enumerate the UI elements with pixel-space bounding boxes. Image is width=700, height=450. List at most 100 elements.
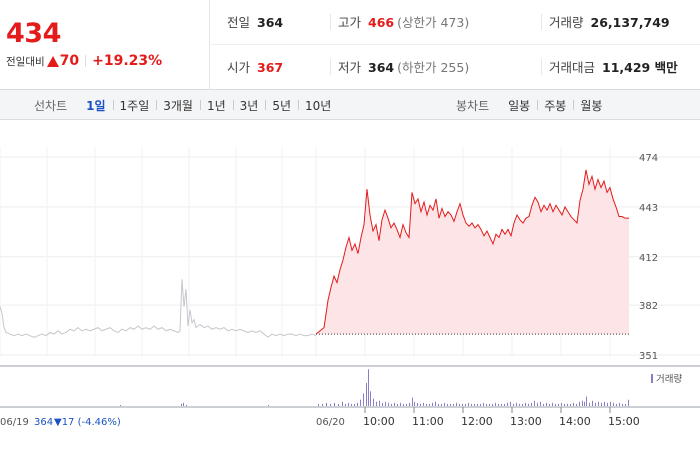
volume-bar: [619, 402, 620, 406]
today-date: 06/20: [316, 417, 345, 428]
amount-label: 거래대금: [549, 60, 596, 75]
divider: [541, 59, 542, 75]
volume-bar: [552, 402, 553, 406]
volume-bar: [507, 402, 508, 406]
monthly-candle-tab[interactable]: 월봉: [573, 97, 609, 114]
volume-bar: [570, 403, 571, 406]
volume-bar: [610, 401, 611, 406]
prev-day-info: 06/19 364 ▼17 (-4.46%): [0, 417, 121, 428]
volume-bar: [595, 402, 596, 406]
volume-bar: [397, 403, 398, 406]
chart-toolbar: 선차트 1일 1주일 3개월 1년 3년 5년 10년 봉차트 일봉 주봉 월봉: [0, 90, 700, 120]
x-tick-label: 14:00: [559, 415, 591, 428]
change-row: 전일대비 70 +19.23%: [6, 53, 162, 69]
volume-bar: [406, 403, 407, 406]
stats-row-2: 시가 367 저가 364 (하한가 255) 거래대금 11,429 백만: [211, 45, 700, 90]
volume-bar: [368, 369, 369, 406]
volume-bar: [322, 403, 323, 406]
volume-bar: [586, 396, 587, 406]
high-label: 고가: [338, 15, 362, 30]
period-5y-tab[interactable]: 5년: [265, 97, 298, 114]
quote-summary: 434 전일대비 70 +19.23% 전일 364 고가 466 (상한가 473)…: [0, 0, 700, 90]
volume-bar: [318, 403, 319, 406]
volume-bar: [549, 403, 550, 406]
volume-bar: [326, 402, 327, 406]
period-10y-tab[interactable]: 10년: [298, 97, 338, 114]
volume-legend-swatch: [651, 374, 653, 383]
volume-bar: [573, 402, 574, 406]
prev-day-change: ▼17 (-4.46%): [54, 417, 121, 428]
volume-bar: [564, 403, 565, 406]
volume-bar: [412, 397, 413, 406]
volume-bar: [486, 403, 487, 406]
volume-bar: [480, 403, 481, 406]
volume-bar: [561, 402, 562, 406]
volume-bar: [373, 398, 374, 406]
period-1w-tab[interactable]: 1주일: [112, 97, 157, 114]
volume-bar: [423, 402, 424, 406]
volume-bar: [462, 403, 463, 406]
period-1d-tab[interactable]: 1일: [86, 98, 106, 113]
y-tick-label: 443: [639, 203, 658, 214]
divider: [330, 14, 331, 30]
volume-bar: [360, 399, 361, 406]
x-tick-label: 10:00: [363, 415, 395, 428]
x-tick-label: 12:00: [461, 415, 493, 428]
volume-bar: [592, 400, 593, 406]
change-value: 70: [59, 53, 80, 69]
volume-bar: [338, 403, 339, 406]
volume-bar: [391, 403, 392, 406]
volume-bar: [420, 403, 421, 406]
current-price: 434: [6, 18, 61, 49]
volume-bar: [456, 402, 457, 406]
volume-bar: [622, 403, 623, 406]
volume-bar: [546, 402, 547, 406]
volume-bar: [414, 401, 415, 406]
prev-close-label: 전일: [227, 15, 251, 30]
volume-bar: [598, 401, 599, 406]
volume-bar: [537, 402, 538, 406]
volume-bar: [459, 403, 460, 406]
volume-label: 거래량: [549, 15, 584, 30]
volume-bar: [495, 402, 496, 406]
y-tick-label: 474: [639, 153, 658, 164]
period-3m-tab[interactable]: 3개월: [156, 97, 200, 114]
volume-bar: [576, 403, 577, 406]
x-tick-label: 13:00: [510, 415, 542, 428]
candle-chart-periods: 봉차트 일봉 주봉 월봉: [456, 90, 609, 120]
volume-bar: [450, 403, 451, 406]
volume-bar: [370, 391, 371, 406]
x-tick-label: 11:00: [412, 415, 444, 428]
volume-bar: [528, 403, 529, 406]
open-cell: 시가 367: [227, 45, 283, 90]
prev-day-line: [0, 279, 317, 338]
volume-bar: [441, 403, 442, 406]
volume-bar: [426, 403, 427, 406]
volume-bar: [382, 402, 383, 406]
stats-table: 전일 364 고가 466 (상한가 473) 거래량 26,137,749 시가 367…: [211, 0, 700, 90]
prev-day-close: 364: [34, 417, 53, 428]
volume-bar: [376, 401, 377, 406]
weekly-candle-tab[interactable]: 주봉: [537, 97, 573, 114]
volume-bar: [435, 401, 436, 406]
volume-bar: [400, 402, 401, 406]
amount-value: 11,429 백만: [602, 60, 678, 75]
volume-bar: [354, 403, 355, 406]
candle-chart-label: 봉차트: [456, 98, 490, 113]
price-box: 434 전일대비 70 +19.23%: [0, 0, 210, 90]
volume-bar: [468, 402, 469, 406]
price-chart[interactable]: 474 443 412 382 351 거래량 10:00 11:00 12:00 13:00…: [0, 121, 700, 450]
volume-bar: [525, 402, 526, 406]
y-axis: 474 443 412 382 351: [639, 153, 658, 362]
volume-bar: [513, 403, 514, 406]
volume-bar: [471, 403, 472, 406]
daily-candle-tab[interactable]: 일봉: [508, 98, 531, 113]
up-triangle-icon: [46, 55, 59, 67]
volume-bar: [543, 403, 544, 406]
volume-bar: [534, 400, 535, 406]
volume-bar: [616, 403, 617, 406]
period-3y-tab[interactable]: 3년: [232, 97, 266, 114]
volume-bar: [342, 401, 343, 406]
period-1y-tab[interactable]: 1년: [199, 97, 233, 114]
volume-bar: [501, 403, 502, 406]
